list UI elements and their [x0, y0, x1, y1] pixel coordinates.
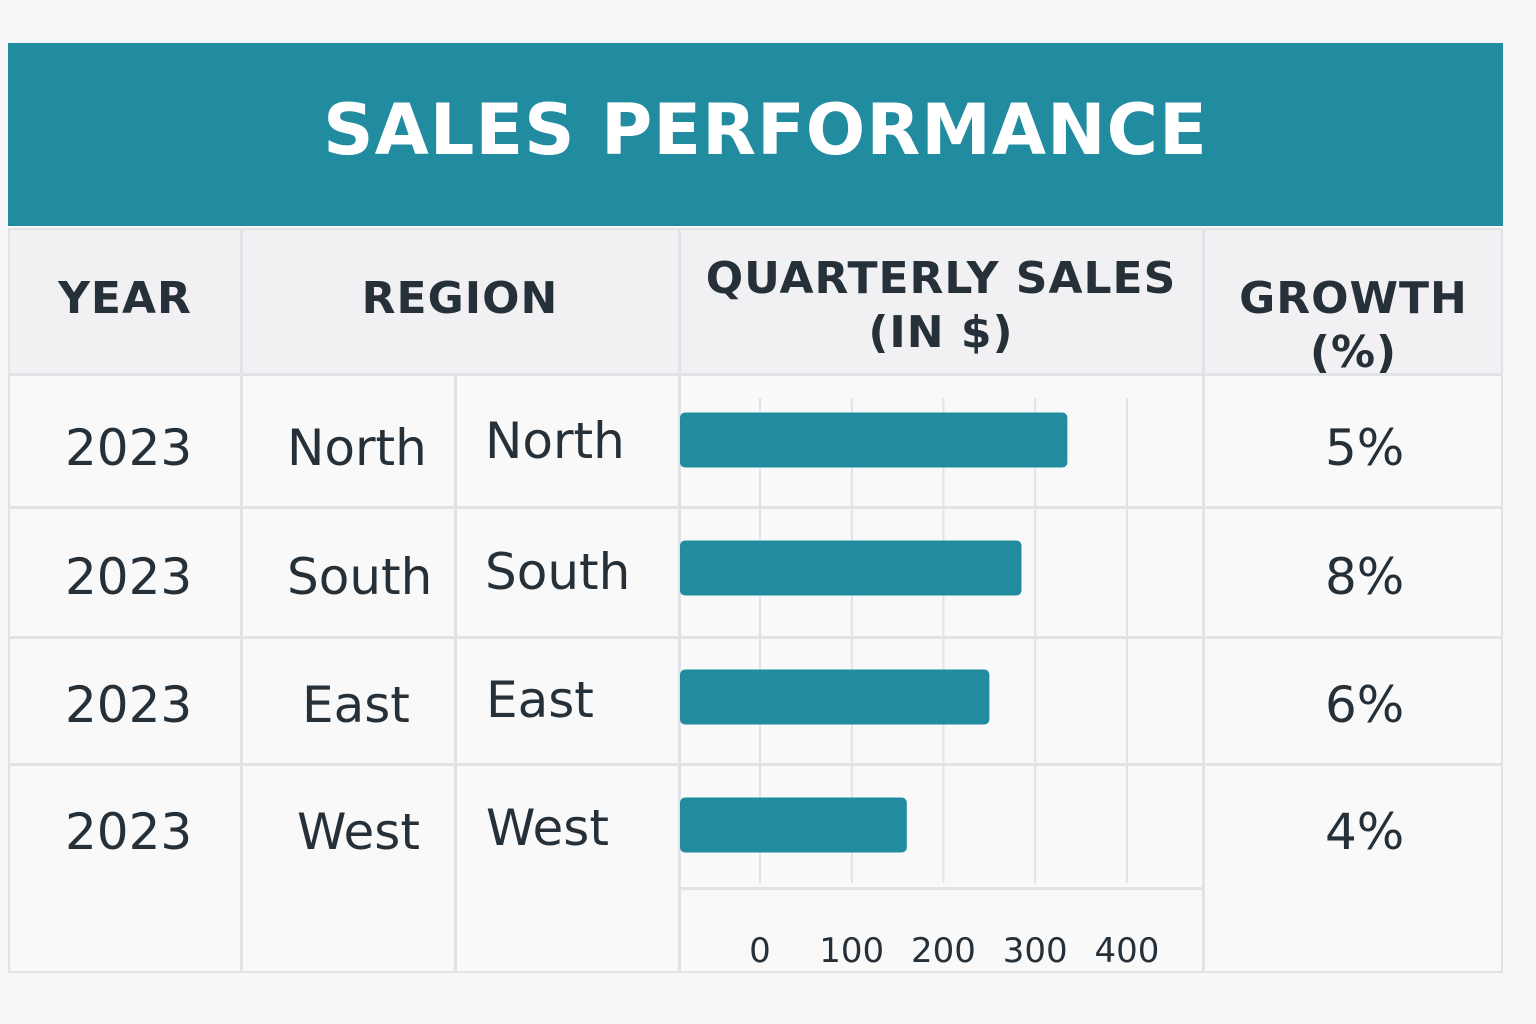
col-divider [1202, 230, 1205, 971]
table-row-growth: 8% [1325, 548, 1405, 606]
header-growth-line2: (%) [1309, 326, 1398, 378]
header-region: REGION [242, 272, 678, 326]
header-year-label: YEAR [58, 273, 192, 324]
table-row-year: 2023 [65, 676, 193, 734]
bar-north [680, 412, 1068, 468]
x-tick-label: 200 [911, 931, 976, 971]
table-row-region: East [302, 676, 410, 734]
header-growth: GROWTH (%) [1204, 272, 1503, 379]
row-divider [10, 636, 1501, 639]
bar-west [680, 797, 907, 853]
header-sales-line2: (IN $) [868, 306, 1014, 358]
x-tick-label: 0 [749, 931, 771, 971]
sales-table: YEAR REGION QUARTERLY SALES (IN $) GROWT… [8, 228, 1503, 973]
table-row-year: 2023 [65, 419, 193, 477]
table-row-region: North [287, 419, 427, 477]
table-row-growth: 6% [1325, 676, 1405, 734]
table-row-year: 2023 [65, 803, 193, 861]
row-divider [680, 887, 1202, 890]
row-divider [10, 506, 1501, 509]
col-divider [454, 376, 457, 971]
x-tick-label: 300 [1003, 931, 1068, 971]
header-quarterly-sales: QUARTERLY SALES (IN $) [680, 252, 1202, 359]
x-tick-label: 100 [819, 931, 884, 971]
x-tick-label: 400 [1095, 931, 1160, 971]
title-banner: SALES PERFORMANCE [8, 43, 1503, 226]
table-row-growth: 5% [1325, 419, 1405, 477]
table-row-region: South [287, 548, 433, 606]
page-title: SALES PERFORMANCE [323, 88, 1208, 171]
row-divider [10, 763, 1501, 766]
table-row-region-label: South [485, 543, 631, 601]
col-divider [240, 230, 243, 971]
col-divider [678, 230, 681, 971]
table-row-region: West [297, 803, 420, 861]
bar-chart-svg: 0 100 200 300 400 [680, 398, 1160, 971]
table-row-region-label: North [485, 412, 625, 470]
header-region-label: REGION [361, 273, 559, 324]
quarterly-sales-chart: 0 100 200 300 400 [680, 378, 1202, 973]
bar-south [680, 540, 1022, 596]
table-row-year: 2023 [65, 548, 193, 606]
table-row-growth: 4% [1325, 803, 1405, 861]
bar-east [680, 669, 990, 725]
table-row-region-label: East [486, 671, 594, 729]
header-growth-line1: GROWTH [1239, 273, 1468, 324]
table-row-region-label: West [486, 799, 609, 857]
table-header [10, 230, 1501, 376]
header-year: YEAR [10, 272, 240, 326]
header-sales-line1: QUARTERLY SALES [705, 253, 1177, 304]
